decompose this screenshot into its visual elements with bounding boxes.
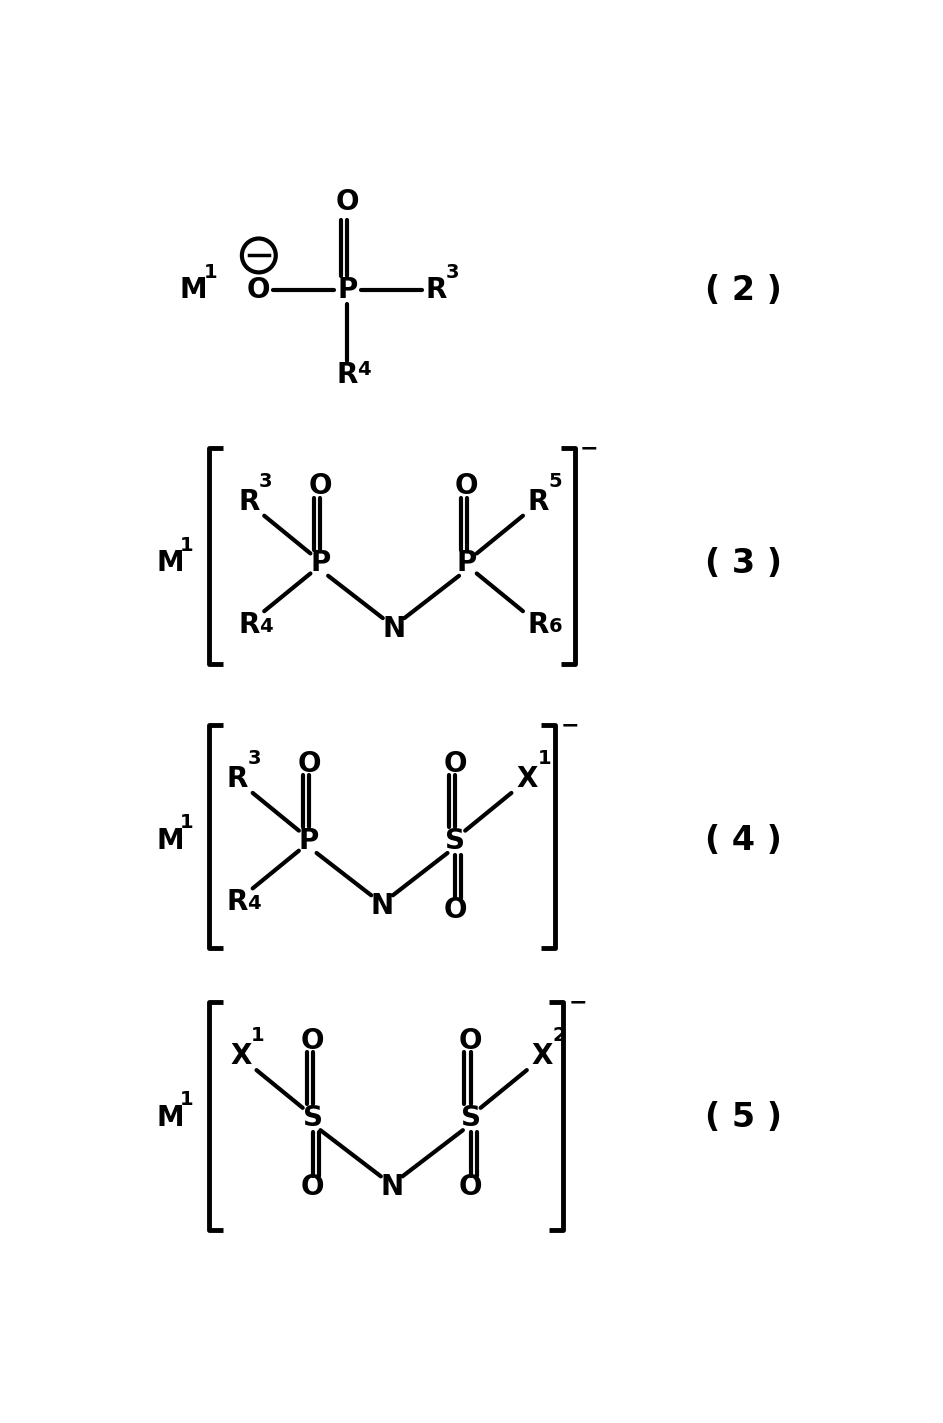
Text: O: O <box>443 750 467 777</box>
Text: ( 2 ): ( 2 ) <box>705 273 783 306</box>
Text: −: − <box>561 716 579 736</box>
Text: X: X <box>230 1042 252 1070</box>
Text: S: S <box>303 1104 323 1131</box>
Text: X: X <box>532 1042 553 1070</box>
Text: M: M <box>157 1104 184 1131</box>
Text: 3: 3 <box>258 472 273 491</box>
Text: S: S <box>445 827 465 855</box>
Text: 3: 3 <box>247 750 261 768</box>
Text: ( 3 ): ( 3 ) <box>705 546 783 581</box>
Text: 4: 4 <box>357 360 371 379</box>
Text: O: O <box>297 750 321 777</box>
Text: −: − <box>569 992 587 1012</box>
Text: 1: 1 <box>204 263 217 282</box>
Text: N: N <box>380 1173 404 1201</box>
Text: ( 4 ): ( 4 ) <box>705 824 783 857</box>
Text: O: O <box>301 1173 324 1201</box>
Text: 6: 6 <box>548 616 562 636</box>
Text: 4: 4 <box>258 616 273 636</box>
Text: O: O <box>336 188 359 215</box>
Text: O: O <box>443 896 467 924</box>
Text: 1: 1 <box>180 1090 194 1110</box>
Text: M: M <box>157 827 184 855</box>
Text: R: R <box>528 488 549 517</box>
Text: X: X <box>516 766 538 793</box>
Text: 4: 4 <box>247 894 261 914</box>
Text: 1: 1 <box>180 813 194 832</box>
Text: O: O <box>459 1027 482 1054</box>
Text: P: P <box>299 827 319 855</box>
Text: 1: 1 <box>251 1026 265 1046</box>
Text: 1: 1 <box>180 536 194 555</box>
Text: S: S <box>460 1104 481 1131</box>
Text: M: M <box>157 549 184 578</box>
Text: R: R <box>239 610 259 639</box>
Text: M: M <box>179 276 207 305</box>
Text: 3: 3 <box>446 263 459 282</box>
Text: O: O <box>308 472 332 501</box>
Text: 5: 5 <box>548 472 562 491</box>
Text: R: R <box>226 766 248 793</box>
Text: O: O <box>455 472 478 501</box>
Text: −: − <box>580 438 599 458</box>
Text: R: R <box>337 361 358 388</box>
Text: P: P <box>338 276 357 305</box>
Text: O: O <box>301 1027 324 1054</box>
Text: N: N <box>371 892 393 921</box>
Text: O: O <box>247 276 271 305</box>
Text: R: R <box>239 488 259 517</box>
Text: R: R <box>528 610 549 639</box>
Text: P: P <box>456 549 477 578</box>
Text: P: P <box>310 549 331 578</box>
Text: N: N <box>382 615 405 643</box>
Text: O: O <box>459 1173 482 1201</box>
Text: 1: 1 <box>538 750 552 768</box>
Text: 2: 2 <box>553 1026 566 1046</box>
Text: R: R <box>226 888 248 916</box>
Text: ( 5 ): ( 5 ) <box>705 1101 783 1134</box>
Text: R: R <box>425 276 447 305</box>
